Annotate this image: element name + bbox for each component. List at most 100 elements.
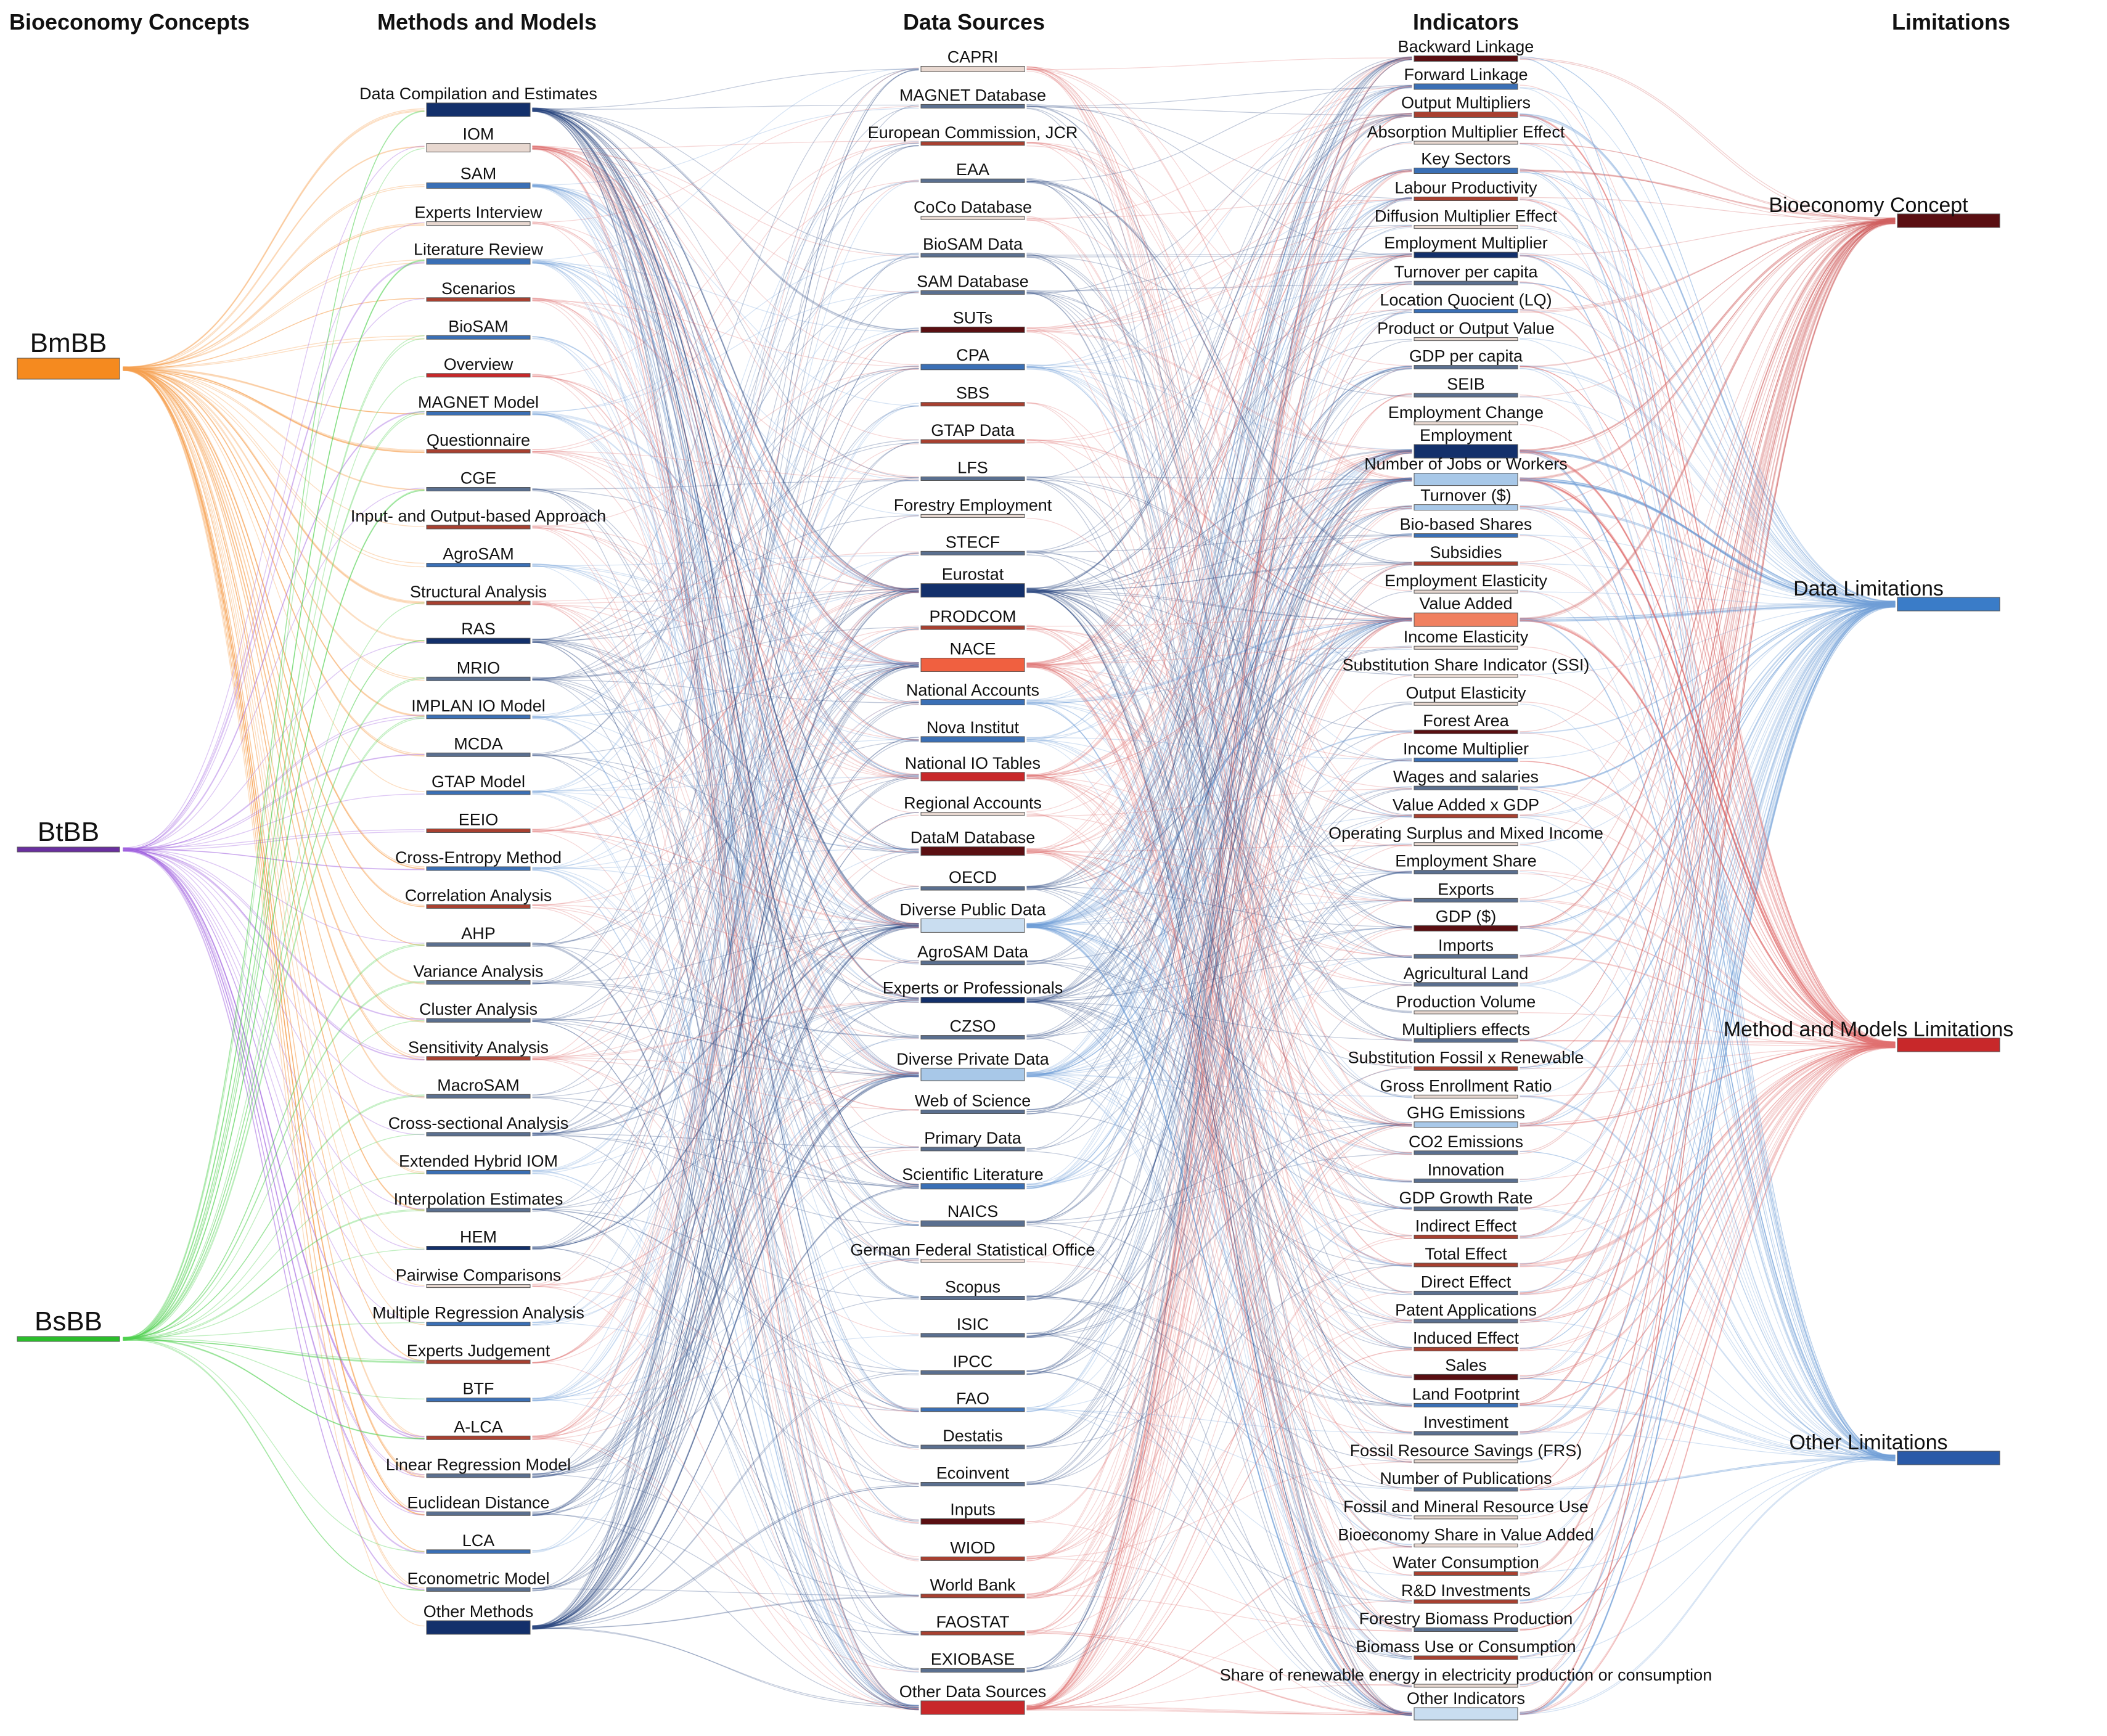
flow-literature-review-to-national-io-tables: [532, 261, 919, 777]
flow-questionnaire-to-nace: [532, 449, 919, 665]
flow-employment-to-method-and-models-limitations: [1520, 452, 1896, 1044]
node-eeio: EEIO: [426, 811, 531, 833]
flow-diverse-private-data-to-value-added: [1026, 620, 1412, 1076]
node-bar-fossil-resource-savings-frs: [1414, 1459, 1518, 1464]
flow-data-compilation-and-estimates-to-fao: [532, 110, 919, 1412]
flow-other-data-sources-to-other-indicators: [1026, 1705, 1412, 1714]
flow-other-methods-to-other-data-sources: [532, 1626, 919, 1708]
flow-diverse-public-data-to-bioeconomy-share-in-value-added: [1026, 923, 1412, 1545]
node-bar-btbb: [17, 846, 120, 853]
node-label-macrosam: MacroSAM: [437, 1076, 520, 1094]
node-label-substitution-share-indicator-ssi: Substitution Share Indicator (SSI): [1343, 656, 1590, 674]
node-bar-experts-interview: [426, 221, 531, 226]
flow-literature-review-to-suts: [532, 263, 919, 333]
flow-employment-to-bioeconomy-concept: [1520, 219, 1896, 451]
flow-bmbb-to-structural-analysis: [123, 369, 425, 604]
flow-sam-to-eurostat: [532, 186, 919, 593]
flow-eurostat-to-biomass-use-or-consumption: [1026, 591, 1412, 1658]
flow-linear-regression-model-to-diverse-private-data: [532, 1073, 919, 1476]
flow-eeio-to-diverse-public-data: [532, 829, 919, 925]
flow-overview-to-ecoinvent: [532, 375, 919, 1484]
flow-biosam-to-scopus: [532, 336, 919, 1298]
flow-eaa-to-randd-investments: [1026, 179, 1412, 1601]
flow-btbb-to-eeio: [123, 829, 425, 848]
flow-other-data-sources-to-backward-linkage: [1026, 59, 1412, 1711]
node-label-national-io-tables: National IO Tables: [905, 754, 1041, 772]
flow-lfs-to-fossil-and-mineral-resource-use: [1026, 478, 1412, 1520]
node-bar-diffusion-multiplier-effect: [1414, 225, 1518, 229]
flow-scientific-literature-to-value-added: [1026, 620, 1412, 1187]
node-bar-czso: [920, 1035, 1025, 1040]
node-label-sbs: SBS: [956, 384, 989, 403]
flow-direct-effect-to-bioeconomy-concept: [1520, 223, 1896, 1295]
flow-number-of-jobs-or-workers-to-method-and-models-limitations: [1520, 479, 1896, 1048]
flow-mcda-to-eaa: [532, 181, 919, 755]
flow-cross-entropy-method-to-national-io-tables: [532, 776, 919, 870]
flow-wiod-to-operating-surplus-and-mixed-income: [1026, 844, 1412, 1557]
flow-questionnaire-to-eaa: [532, 181, 919, 453]
flow-bmbb-to-experts-interview: [123, 224, 425, 368]
flow-biosam-to-wiod: [532, 336, 919, 1560]
flow-prodcom-to-bioeconomy-share-in-value-added: [1026, 628, 1412, 1547]
flow-btf-to-diverse-private-data: [532, 1076, 919, 1401]
node-bar-oecd: [920, 886, 1025, 891]
flow-national-io-tables-to-patent-applications: [1026, 774, 1412, 1324]
flow-bmbb-to-magnet-model: [123, 367, 425, 414]
flow-investiment-to-data-limitations: [1520, 604, 1896, 1435]
flow-indirect-effect-to-data-limitations: [1520, 600, 1896, 1239]
flow-magnet-model-to-scientific-literature: [532, 412, 919, 1187]
node-label-sam-database: SAM Database: [917, 272, 1029, 291]
node-label-hem: HEM: [460, 1228, 497, 1247]
flow-cross-sectional-analysis-to-european-commission-jcr: [532, 145, 919, 1136]
node-key-sectors: Key Sectors: [1414, 150, 1518, 174]
flow-magnet-model-to-datam-database: [532, 413, 919, 851]
node-label-forward-linkage: Forward Linkage: [1404, 65, 1528, 84]
flow-bmbb-to-variance-analysis: [123, 369, 425, 985]
flow-sam-to-naics: [532, 185, 919, 1226]
flow-agrosam-to-nace: [532, 565, 919, 665]
flow-employment-to-data-limitations: [1520, 449, 1896, 604]
flow-employment-share-to-method-and-models-limitations: [1520, 870, 1896, 1046]
flow-scientific-literature-to-value-added-x-gdp: [1026, 816, 1412, 1185]
flow-questionnaire-to-national-accounts: [532, 451, 919, 703]
flow-multipliers-effects-to-data-limitations: [1520, 605, 1896, 1040]
node-label-eurostat: Eurostat: [942, 565, 1004, 584]
node-bar-german-federal-statistical-office: [920, 1259, 1025, 1263]
flow-stecf-to-output-multipliers: [1026, 114, 1412, 555]
flow-macrosam-to-suts: [532, 327, 919, 1095]
flow-eurostat-to-multipliers-effects: [1026, 590, 1412, 1042]
node-other-limitations: Other Limitations: [1790, 1431, 2000, 1465]
flow-oecd-to-innovation: [1026, 886, 1412, 1182]
node-mrio: MRIO: [426, 658, 531, 681]
node-bar-lca: [426, 1549, 531, 1554]
node-agrosam: AgroSAM: [426, 545, 531, 568]
node-label-magnet-model: MAGNET Model: [418, 393, 539, 411]
node-label-correlation-analysis: Correlation Analysis: [405, 886, 552, 905]
flow-diverse-public-data-to-innovation: [1026, 927, 1412, 1183]
flow-eurostat-to-number-of-jobs-or-workers: [1026, 479, 1412, 589]
node-label-lca: LCA: [462, 1531, 495, 1550]
flow-wiod-to-ghg-emissions: [1026, 1124, 1412, 1558]
flow-structural-analysis-to-nace: [532, 604, 919, 664]
node-exiobase: EXIOBASE: [920, 1650, 1025, 1673]
node-bar-employment-share: [1414, 870, 1518, 875]
flow-iom-to-oecd: [532, 147, 919, 886]
flow-other-data-sources-to-randd-investments: [1026, 1600, 1412, 1711]
flow-sam-database-to-exports: [1026, 291, 1412, 901]
flow-national-io-tables-to-exports: [1026, 776, 1412, 902]
flow-cross-sectional-analysis-to-diverse-public-data: [532, 923, 919, 1137]
flow-scientific-literature-to-employment: [1026, 451, 1412, 1189]
flow-biosam-to-ipcc: [532, 338, 919, 1372]
node-bar-biomass-use-or-consumption: [1414, 1655, 1518, 1660]
flow-hem-to-lfs: [532, 477, 919, 1251]
flow-land-footprint-to-bioeconomy-concept: [1520, 221, 1896, 1404]
flow-sam-to-magnet-database: [532, 108, 919, 186]
node-label-iom: IOM: [463, 125, 494, 144]
flow-patent-applications-to-method-and-models-limitations: [1520, 1042, 1896, 1323]
flow-forestry-biomass-production-to-method-and-models-limitations: [1520, 1045, 1896, 1631]
flow-biomass-use-or-consumption-to-method-and-models-limitations: [1520, 1042, 1896, 1658]
flow-national-accounts-to-value-added: [1026, 620, 1412, 705]
flow-coco-database-to-total-effect: [1026, 218, 1412, 1266]
node-label-world-bank: World Bank: [930, 1576, 1016, 1594]
flow-employment-to-bioeconomy-concept: [1520, 219, 1896, 451]
